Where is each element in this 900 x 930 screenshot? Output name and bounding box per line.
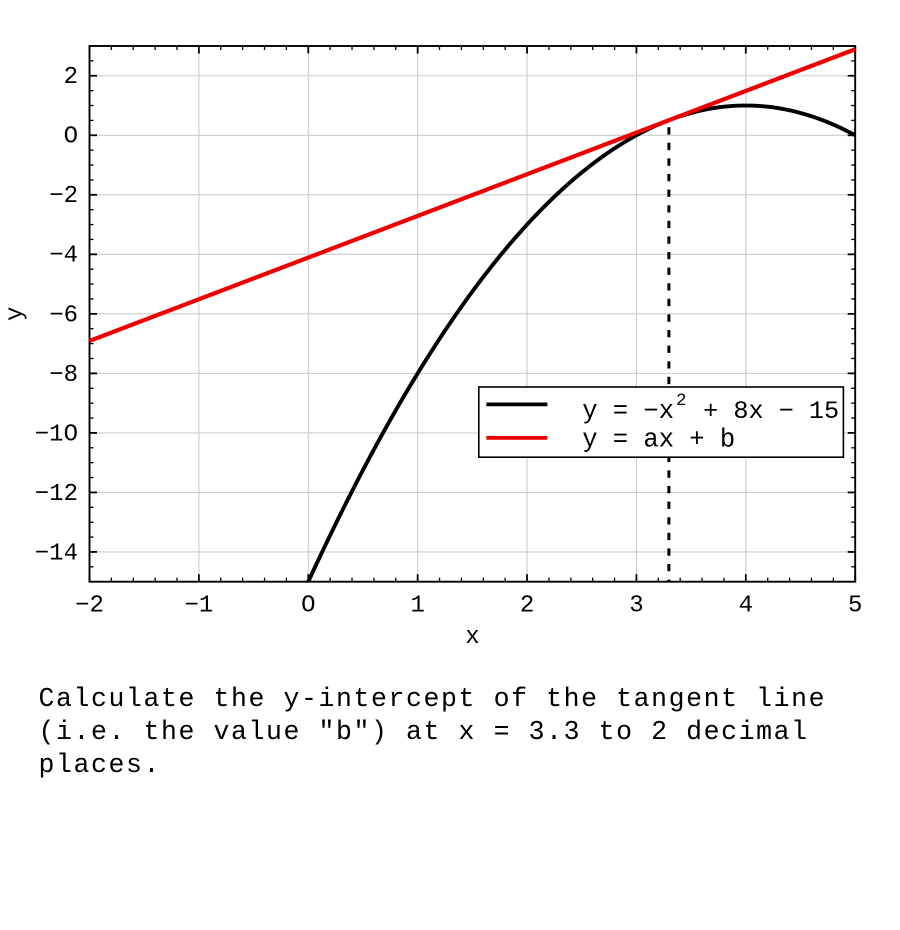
svg-text:−4: −4: [49, 243, 78, 270]
svg-text:Calculate the y-intercept of t: Calculate the y-intercept of the tangent…: [39, 684, 827, 714]
svg-text:y = ax + b: y = ax + b: [582, 425, 735, 454]
svg-text:3: 3: [629, 593, 643, 620]
svg-text:1: 1: [410, 593, 424, 620]
svg-text:y: y: [3, 307, 30, 321]
svg-text:2: 2: [520, 593, 534, 620]
svg-text:−1: −1: [184, 593, 213, 620]
svg-text:−12: −12: [35, 481, 78, 508]
svg-text:−2: −2: [49, 183, 78, 210]
svg-text:2: 2: [676, 391, 687, 411]
svg-text:(i.e. the value "b") at x = 3.: (i.e. the value "b") at x = 3.3 to 2 dec…: [39, 717, 809, 747]
svg-text:O: O: [301, 593, 315, 620]
svg-text:places.: places.: [39, 750, 162, 780]
svg-text:2: 2: [64, 64, 78, 91]
svg-text:−2: −2: [75, 593, 104, 620]
svg-text:O: O: [64, 124, 78, 151]
svg-text:−8: −8: [49, 362, 78, 389]
svg-text:5: 5: [848, 593, 862, 620]
svg-text:x: x: [465, 624, 479, 651]
svg-text:−14: −14: [35, 540, 78, 567]
svg-text:4: 4: [739, 593, 753, 620]
svg-text:−6: −6: [49, 302, 78, 329]
svg-text:−1O: −1O: [35, 421, 78, 448]
svg-text:y = −x: y = −x: [582, 397, 674, 426]
svg-text:+ 8x − 15: + 8x − 15: [688, 397, 839, 426]
